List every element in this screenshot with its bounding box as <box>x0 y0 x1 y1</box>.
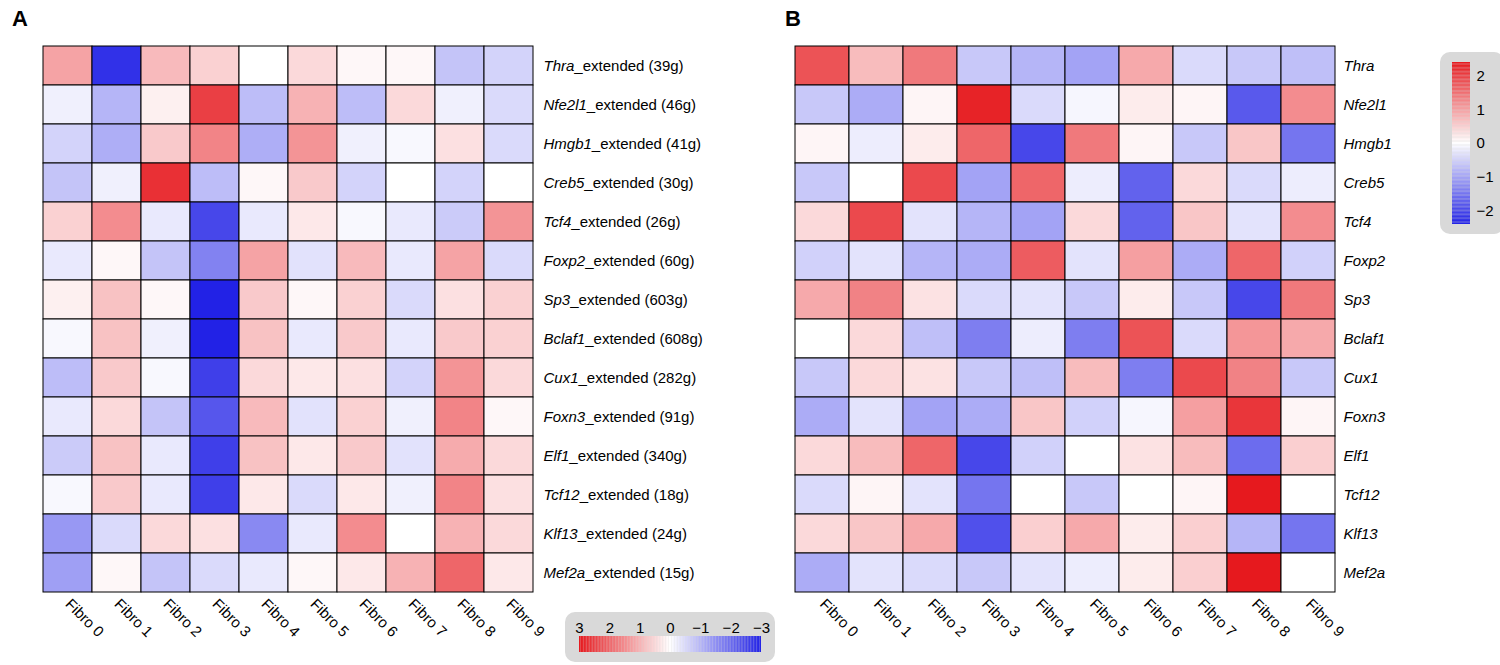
svg-text:Tcf12: Tcf12 <box>1344 486 1381 503</box>
svg-text:Thra: Thra <box>1344 57 1375 74</box>
svg-text:Creb5: Creb5 <box>1344 174 1386 191</box>
svg-text:−2: −2 <box>1477 202 1494 219</box>
svg-text:1: 1 <box>1477 101 1485 118</box>
svg-text:Hmgb1_extended (41g): Hmgb1_extended (41g) <box>544 135 702 152</box>
svg-text:Fibro 4: Fibro 4 <box>1033 595 1078 640</box>
svg-text:Elf1_extended (340g): Elf1_extended (340g) <box>544 447 687 464</box>
svg-text:Fibro 9: Fibro 9 <box>503 595 548 640</box>
svg-text:Mef2a: Mef2a <box>1344 564 1386 581</box>
svg-text:Tcf12_extended (18g): Tcf12_extended (18g) <box>544 486 689 503</box>
svg-text:Fibro 5: Fibro 5 <box>307 595 352 640</box>
svg-text:Creb5_extended (30g): Creb5_extended (30g) <box>544 174 694 191</box>
svg-text:Tcf4: Tcf4 <box>1344 213 1372 230</box>
svg-text:−1: −1 <box>1477 168 1494 185</box>
svg-text:−1: −1 <box>692 619 709 636</box>
svg-text:Fibro 7: Fibro 7 <box>1195 595 1240 640</box>
svg-text:Fibro 1: Fibro 1 <box>111 595 156 640</box>
svg-text:Sp3_extended (603g): Sp3_extended (603g) <box>544 291 688 308</box>
svg-text:Fibro 3: Fibro 3 <box>209 595 254 640</box>
svg-text:−3: −3 <box>753 619 770 636</box>
svg-text:0: 0 <box>1477 134 1485 151</box>
svg-text:Hmgb1: Hmgb1 <box>1344 135 1392 152</box>
svg-text:Fibro 6: Fibro 6 <box>1141 595 1186 640</box>
svg-text:Fibro 8: Fibro 8 <box>1249 595 1294 640</box>
svg-text:3: 3 <box>575 619 583 636</box>
svg-text:Fibro 0: Fibro 0 <box>62 595 107 640</box>
svg-text:Klf13_extended (24g): Klf13_extended (24g) <box>544 525 687 542</box>
svg-text:Fibro 1: Fibro 1 <box>871 595 916 640</box>
svg-text:Fibro 5: Fibro 5 <box>1087 595 1132 640</box>
svg-text:Cux1_extended (282g): Cux1_extended (282g) <box>544 369 697 386</box>
svg-text:2: 2 <box>1477 67 1485 84</box>
svg-text:Fibro 0: Fibro 0 <box>817 595 862 640</box>
svg-text:Foxn3_extended (91g): Foxn3_extended (91g) <box>544 408 695 425</box>
svg-text:2: 2 <box>606 619 614 636</box>
html-text:B: B <box>785 6 801 31</box>
svg-text:Fibro 8: Fibro 8 <box>454 595 499 640</box>
svg-text:Cux1: Cux1 <box>1344 369 1379 386</box>
svg-text:Bclaf1_extended (608g): Bclaf1_extended (608g) <box>544 330 703 347</box>
svg-text:Nfe2l1_extended (46g): Nfe2l1_extended (46g) <box>544 96 697 113</box>
svg-text:Fibro 3: Fibro 3 <box>979 595 1024 640</box>
svg-text:Thra_extended (39g): Thra_extended (39g) <box>544 57 684 74</box>
svg-text:Fibro 2: Fibro 2 <box>160 595 205 640</box>
svg-text:0: 0 <box>666 619 674 636</box>
svg-text:Foxp2_extended (60g): Foxp2_extended (60g) <box>544 252 695 269</box>
svg-text:Bclaf1: Bclaf1 <box>1344 330 1386 347</box>
svg-text:Fibro 7: Fibro 7 <box>405 595 450 640</box>
svg-text:Fibro 6: Fibro 6 <box>356 595 401 640</box>
html-text:A: A <box>12 6 28 31</box>
svg-text:Fibro 2: Fibro 2 <box>925 595 970 640</box>
svg-text:Tcf4_extended (26g): Tcf4_extended (26g) <box>544 213 681 230</box>
svg-text:Foxn3: Foxn3 <box>1344 408 1386 425</box>
svg-text:Klf13: Klf13 <box>1344 525 1379 542</box>
svg-text:−2: −2 <box>723 619 740 636</box>
svg-text:Fibro 4: Fibro 4 <box>258 595 303 640</box>
svg-text:Sp3: Sp3 <box>1344 291 1371 308</box>
svg-text:Foxp2: Foxp2 <box>1344 252 1386 269</box>
svg-text:Mef2a_extended (15g): Mef2a_extended (15g) <box>544 564 695 581</box>
svg-text:Fibro 9: Fibro 9 <box>1303 595 1348 640</box>
svg-text:Elf1: Elf1 <box>1344 447 1370 464</box>
svg-text:Nfe2l1: Nfe2l1 <box>1344 96 1387 113</box>
svg-text:1: 1 <box>636 619 644 636</box>
